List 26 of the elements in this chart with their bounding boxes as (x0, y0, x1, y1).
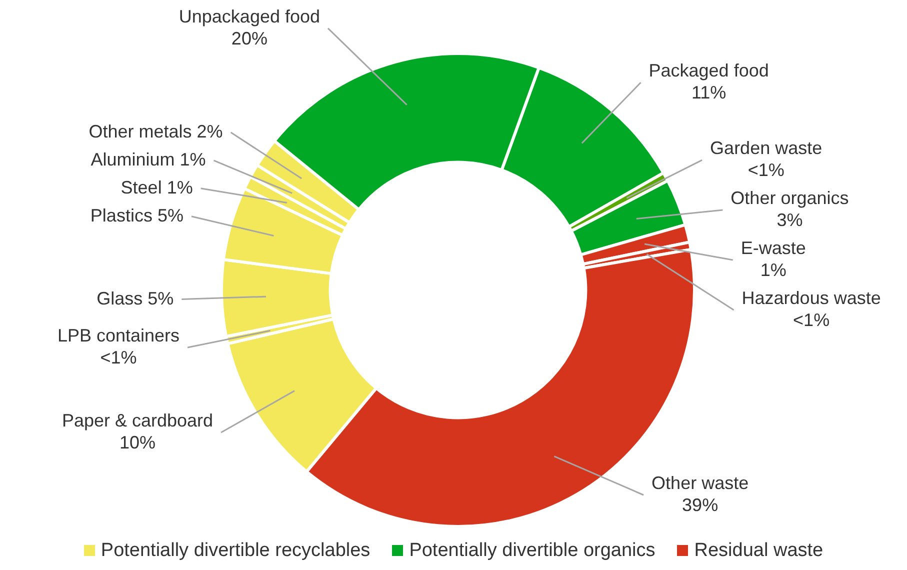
data-label: <1% (748, 160, 784, 180)
data-label: 1% (760, 260, 786, 280)
slice-label: Hazardous waste (742, 288, 881, 308)
data-label: 39% (682, 494, 718, 515)
data-label: 11% (691, 82, 726, 102)
slice-label: LPB containers (57, 325, 180, 346)
text: Potentially divertible organics (408, 540, 656, 562)
slice-label: Paper & cardboard (62, 410, 214, 430)
slice-label: E-waste (740, 238, 806, 258)
slice-label: Garden waste (710, 138, 822, 158)
slice-label: Unpackaged food (178, 6, 320, 26)
slice-label: Steel 1% (120, 177, 193, 198)
data-label: <1% (793, 310, 830, 330)
slice-label: Other waste (652, 472, 749, 493)
slice-label: Aluminium 1% (90, 149, 206, 170)
data-label: 10% (119, 432, 156, 452)
data-label: 20% (231, 28, 268, 48)
data-label: 3% (776, 210, 803, 230)
data-label: <1% (100, 347, 137, 368)
text: Residual waste (693, 540, 824, 562)
slice-label: Plastics 5% (90, 205, 184, 226)
slice-label: Other metals 2% (88, 121, 223, 142)
slice-label: Glass 5% (96, 288, 174, 308)
slice-label: Packaged food (648, 60, 769, 80)
slice-label: Other organics (730, 188, 849, 208)
text: Potentially divertible recyclables (100, 540, 370, 562)
